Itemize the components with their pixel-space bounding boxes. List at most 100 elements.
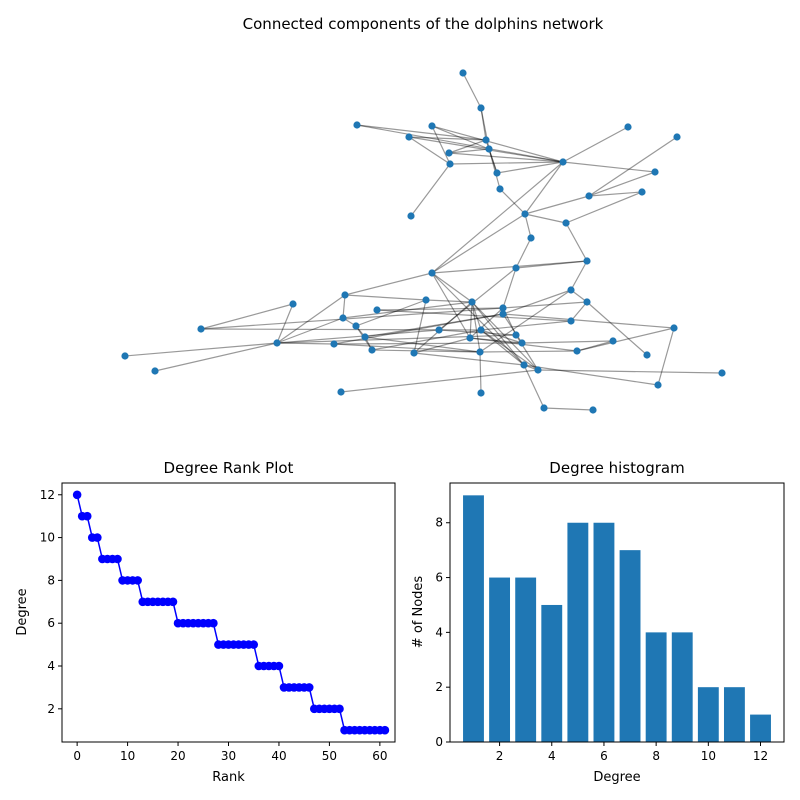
network-node [428, 122, 436, 130]
network-edge [515, 237, 532, 269]
network-edge [438, 267, 517, 331]
network-edge [502, 313, 675, 329]
network-edge [479, 351, 482, 394]
rank-y-tick-label: 8 [47, 573, 55, 587]
network-node [368, 346, 376, 354]
network-edge [438, 329, 517, 336]
network-edge [524, 213, 567, 224]
network-edge [364, 336, 481, 353]
network-edge [340, 369, 539, 393]
network-edge [502, 289, 572, 315]
rank-y-axis-label: Degree [15, 588, 30, 635]
hist-bar [750, 714, 771, 742]
rank-y-tick-label: 12 [40, 488, 55, 502]
hist-bar [671, 632, 693, 742]
network-edge [276, 317, 344, 344]
network-edge [588, 136, 678, 197]
rank-x-tick-label: 60 [372, 749, 387, 763]
hist-bar [463, 495, 484, 742]
network-node [476, 348, 484, 356]
network-edge [515, 260, 588, 269]
network-node [339, 314, 347, 322]
hist-bars [463, 495, 771, 742]
network-edge [485, 139, 498, 174]
rank-x-tick-label: 10 [120, 749, 135, 763]
rank-y-tick-label: 4 [47, 659, 55, 673]
network-edge [562, 126, 629, 163]
network-edge [276, 329, 440, 344]
network-edge [496, 161, 564, 174]
network-edge [371, 349, 481, 353]
network-node [477, 104, 485, 112]
hist-y-axis-label: # of Nodes [411, 576, 426, 649]
network-edge [431, 125, 490, 150]
degree-rank-plot: Degree Rank Plot Rank Degree 0 10 20 30 40 50… [15, 459, 396, 785]
network-edge [565, 191, 643, 224]
network-node [422, 296, 430, 304]
rank-y-tick-label: 6 [47, 616, 55, 630]
network-node [583, 298, 591, 306]
network-edge [344, 272, 433, 296]
network-node [624, 123, 632, 131]
network-node [482, 136, 490, 144]
network-node [428, 269, 436, 277]
network-edge [154, 342, 278, 372]
hist-bar [567, 522, 589, 742]
network-node [638, 188, 646, 196]
network-node [573, 347, 581, 355]
network-edge [413, 352, 525, 366]
hist-x-tick-label: 4 [548, 749, 556, 763]
network-node [197, 325, 205, 333]
network-graph [121, 69, 726, 414]
network-edge [448, 139, 487, 154]
network-node [477, 389, 485, 397]
network-node [353, 121, 361, 129]
degree-histogram: Degree histogram Degree # of Nodes 2 4 6 8 1… [411, 459, 785, 785]
network-edge [413, 301, 473, 354]
network-node [670, 324, 678, 332]
hist-bar [593, 522, 615, 742]
network-node [499, 310, 507, 318]
network-node [477, 326, 485, 334]
hist-y-tick-label: 2 [435, 680, 443, 694]
network-node [609, 337, 617, 345]
network-node [518, 339, 526, 347]
histogram-title: Degree histogram [549, 459, 684, 477]
network-edge [471, 301, 482, 331]
hist-bar [697, 687, 719, 742]
network-edge [431, 272, 471, 339]
network-edge [488, 148, 498, 174]
network-edge [410, 163, 451, 217]
network-edge [342, 294, 346, 319]
rank-point [72, 490, 82, 500]
network-edge [565, 222, 588, 262]
rank-ticks: 0 10 20 30 40 50 60 2 4 6 8 10 12 [40, 488, 388, 763]
network-edge [521, 340, 614, 344]
network-edge [342, 301, 473, 319]
network-node [352, 322, 360, 330]
network-node [559, 158, 567, 166]
network-node [567, 286, 575, 294]
network-edge [276, 342, 335, 345]
network-edge [431, 272, 525, 366]
hist-bar [723, 687, 745, 742]
network-node [466, 334, 474, 342]
network-edge [408, 136, 451, 165]
hist-y-tick-label: 4 [435, 625, 443, 639]
hist-bar [489, 577, 511, 742]
hist-x-tick-label: 6 [600, 749, 608, 763]
network-edge [524, 195, 590, 215]
network-edge [479, 350, 578, 353]
rank-point [335, 704, 344, 714]
network-node [527, 234, 535, 242]
network-edge [523, 364, 545, 409]
network-edge [431, 125, 564, 163]
rank-point [209, 618, 218, 628]
rank-series [72, 490, 390, 735]
network-edge [413, 337, 471, 354]
network-node [361, 333, 369, 341]
network-edge [502, 267, 517, 309]
network-edge [425, 299, 473, 303]
rank-plot-title: Degree Rank Plot [164, 459, 294, 477]
network-node [407, 212, 415, 220]
